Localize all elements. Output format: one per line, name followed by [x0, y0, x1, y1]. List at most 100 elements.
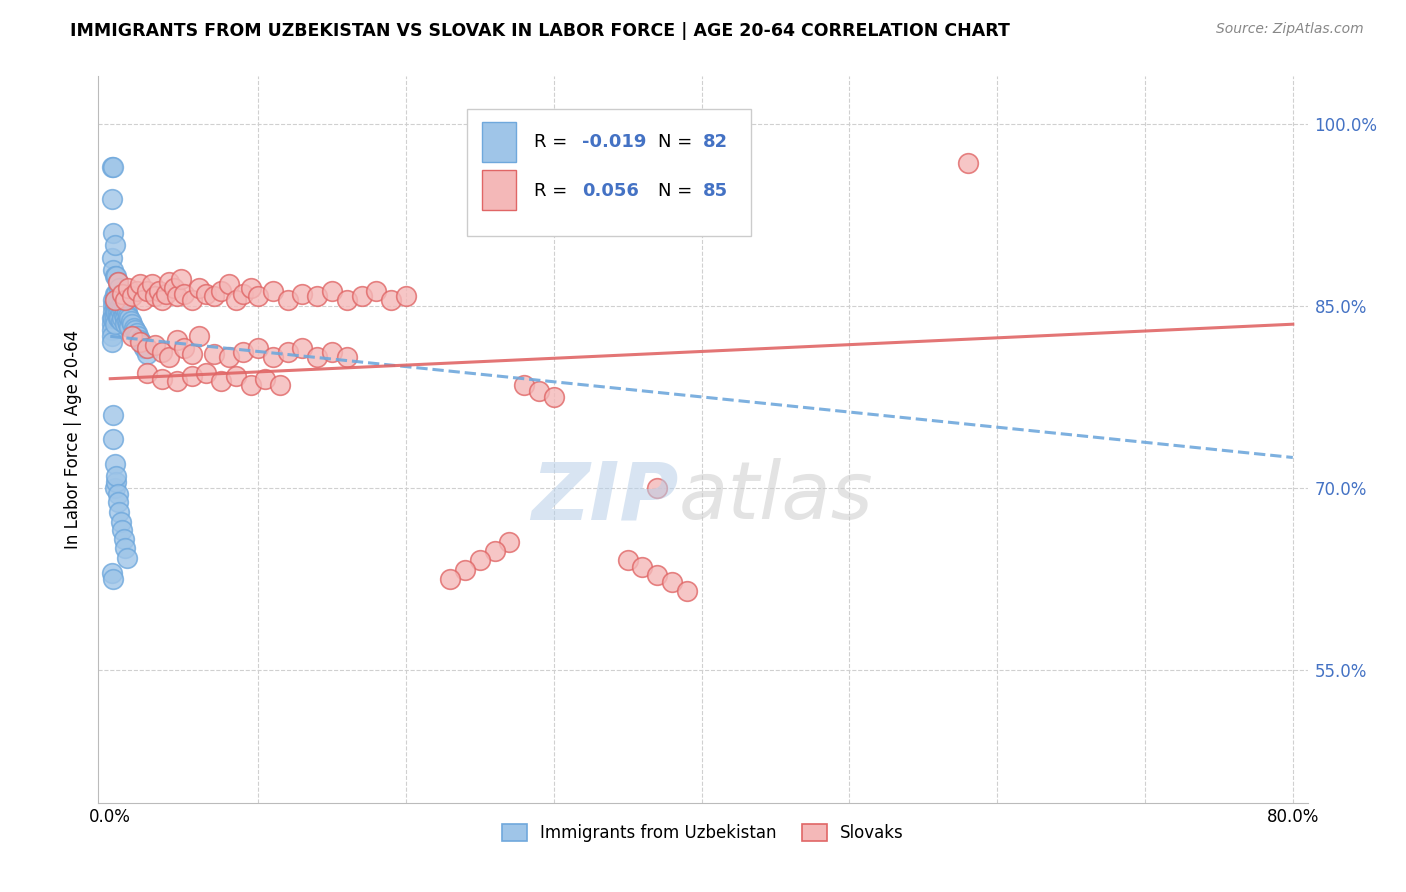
- Point: [269, 377, 291, 392]
- Bar: [482, 121, 516, 161]
- Point: [111, 301, 134, 316]
- Point: [209, 285, 232, 299]
- Text: R =: R =: [534, 182, 567, 200]
- Point: [239, 281, 262, 295]
- Point: [103, 311, 125, 326]
- Point: [209, 374, 232, 388]
- Point: [108, 311, 131, 326]
- Point: [336, 350, 359, 364]
- Point: [114, 541, 136, 556]
- Text: 0.056: 0.056: [582, 182, 638, 200]
- Point: [103, 227, 125, 241]
- Point: [277, 345, 299, 359]
- Point: [225, 369, 247, 384]
- Point: [128, 335, 150, 350]
- Point: [110, 313, 132, 327]
- Point: [122, 321, 145, 335]
- Point: [187, 281, 209, 295]
- Point: [105, 475, 128, 489]
- Point: [247, 342, 270, 356]
- Point: [108, 281, 131, 295]
- Point: [103, 408, 125, 422]
- Point: [336, 293, 359, 307]
- Point: [107, 311, 129, 326]
- Point: [100, 566, 122, 580]
- Point: [350, 289, 373, 303]
- Text: 85: 85: [703, 182, 728, 200]
- Point: [111, 523, 134, 537]
- Point: [307, 350, 329, 364]
- Point: [104, 481, 127, 495]
- Point: [218, 350, 240, 364]
- Point: [110, 287, 132, 301]
- Point: [104, 287, 127, 301]
- Point: [103, 293, 125, 307]
- Point: [232, 345, 254, 359]
- Bar: [482, 170, 516, 211]
- Point: [321, 345, 343, 359]
- Text: atlas: atlas: [679, 458, 873, 536]
- Point: [103, 305, 125, 319]
- Point: [225, 293, 247, 307]
- Point: [111, 287, 134, 301]
- Point: [111, 293, 134, 307]
- Point: [110, 515, 132, 529]
- Point: [114, 317, 136, 331]
- Point: [107, 275, 129, 289]
- Point: [103, 572, 125, 586]
- Point: [107, 275, 129, 289]
- Point: [100, 323, 122, 337]
- Point: [262, 350, 284, 364]
- Point: [173, 342, 195, 356]
- Point: [239, 377, 262, 392]
- Point: [180, 369, 202, 384]
- Point: [170, 272, 193, 286]
- Point: [105, 293, 128, 307]
- Point: [104, 293, 127, 307]
- Point: [117, 309, 139, 323]
- Point: [143, 338, 166, 352]
- Point: [104, 457, 127, 471]
- Point: [107, 487, 129, 501]
- Point: [111, 311, 134, 326]
- Point: [100, 329, 122, 343]
- Point: [104, 305, 127, 319]
- Point: [125, 285, 148, 299]
- Point: [543, 390, 565, 404]
- Text: R =: R =: [534, 133, 567, 151]
- Point: [129, 335, 152, 350]
- Text: N =: N =: [658, 182, 693, 200]
- Point: [105, 268, 128, 283]
- Point: [100, 251, 122, 265]
- Point: [115, 313, 138, 327]
- Point: [675, 583, 697, 598]
- Point: [136, 342, 159, 356]
- Text: -0.019: -0.019: [582, 133, 647, 151]
- Point: [454, 563, 477, 577]
- Point: [104, 317, 127, 331]
- Point: [150, 345, 173, 359]
- Point: [180, 293, 202, 307]
- Point: [110, 305, 132, 319]
- Legend: Immigrants from Uzbekistan, Slovaks: Immigrants from Uzbekistan, Slovaks: [495, 817, 911, 849]
- Text: IMMIGRANTS FROM UZBEKISTAN VS SLOVAK IN LABOR FORCE | AGE 20-64 CORRELATION CHAR: IMMIGRANTS FROM UZBEKISTAN VS SLOVAK IN …: [70, 22, 1010, 40]
- Point: [195, 366, 218, 380]
- Point: [173, 287, 195, 301]
- Point: [218, 277, 240, 292]
- Point: [121, 317, 143, 331]
- Text: N =: N =: [658, 133, 693, 151]
- Point: [513, 377, 536, 392]
- Text: Source: ZipAtlas.com: Source: ZipAtlas.com: [1216, 22, 1364, 37]
- Point: [107, 495, 129, 509]
- Point: [645, 568, 668, 582]
- Point: [166, 333, 188, 347]
- Point: [157, 275, 180, 289]
- Point: [155, 287, 177, 301]
- Text: ZIP: ZIP: [531, 458, 679, 536]
- Point: [439, 572, 461, 586]
- Point: [121, 329, 143, 343]
- Y-axis label: In Labor Force | Age 20-64: In Labor Force | Age 20-64: [65, 330, 83, 549]
- Point: [468, 553, 491, 567]
- Point: [202, 347, 225, 361]
- Point: [117, 281, 139, 295]
